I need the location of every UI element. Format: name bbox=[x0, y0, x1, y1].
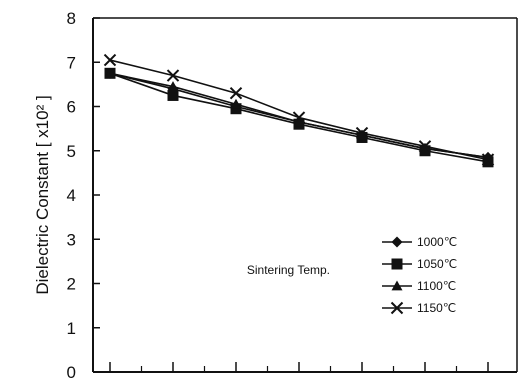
legend-entry: 1150℃ bbox=[382, 301, 456, 315]
data-point bbox=[293, 116, 305, 127]
series-line bbox=[109, 72, 489, 159]
legend-entry: 1050℃ bbox=[382, 257, 457, 271]
legend-marker bbox=[391, 258, 403, 270]
legend-label: 1150℃ bbox=[417, 301, 456, 315]
series-layer bbox=[103, 53, 495, 168]
legend-marker bbox=[391, 280, 403, 291]
data-point bbox=[482, 156, 494, 168]
series-x bbox=[103, 53, 495, 166]
y-tick-label: 2 bbox=[67, 275, 76, 294]
legend-label: 1100℃ bbox=[417, 279, 456, 293]
data-point bbox=[481, 153, 495, 166]
legend-marker bbox=[391, 236, 403, 248]
y-tick-label: 6 bbox=[67, 98, 76, 117]
data-point bbox=[292, 111, 306, 124]
data-point bbox=[230, 103, 242, 115]
legend-entry: 1000℃ bbox=[382, 235, 457, 249]
data-point bbox=[418, 140, 432, 153]
data-point bbox=[167, 89, 179, 101]
data-point bbox=[230, 98, 242, 109]
legend-entry: 1100℃ bbox=[382, 279, 456, 293]
data-point bbox=[103, 53, 117, 67]
legend-label: 1000℃ bbox=[417, 235, 457, 249]
y-tick-label: 1 bbox=[67, 319, 76, 338]
data-point bbox=[104, 67, 116, 78]
y-axis-title: Dielectric Constant [ x10² ] bbox=[33, 95, 52, 294]
legend-label: 1050℃ bbox=[417, 257, 457, 271]
data-point bbox=[167, 81, 179, 91]
x-ticks bbox=[109, 362, 489, 372]
y-tick-label: 8 bbox=[67, 9, 76, 28]
y-ticks: 0 1 2 3 4 5 6 7 8 bbox=[67, 9, 100, 381]
legend: Sintering Temp. 1000℃ 1050℃ 1100℃ 1150℃ bbox=[247, 235, 457, 315]
y-tick-label: 3 bbox=[67, 230, 76, 249]
data-point bbox=[355, 126, 369, 140]
y-tick-label: 7 bbox=[67, 53, 76, 72]
legend-marker bbox=[390, 301, 404, 315]
series-line bbox=[109, 59, 489, 161]
data-point bbox=[166, 69, 180, 82]
legend-title: Sintering Temp. bbox=[247, 263, 330, 277]
y-tick-label: 4 bbox=[67, 186, 76, 205]
data-point bbox=[229, 87, 243, 100]
y-tick-label: 5 bbox=[67, 142, 76, 161]
y-tick-label: 0 bbox=[67, 363, 76, 381]
